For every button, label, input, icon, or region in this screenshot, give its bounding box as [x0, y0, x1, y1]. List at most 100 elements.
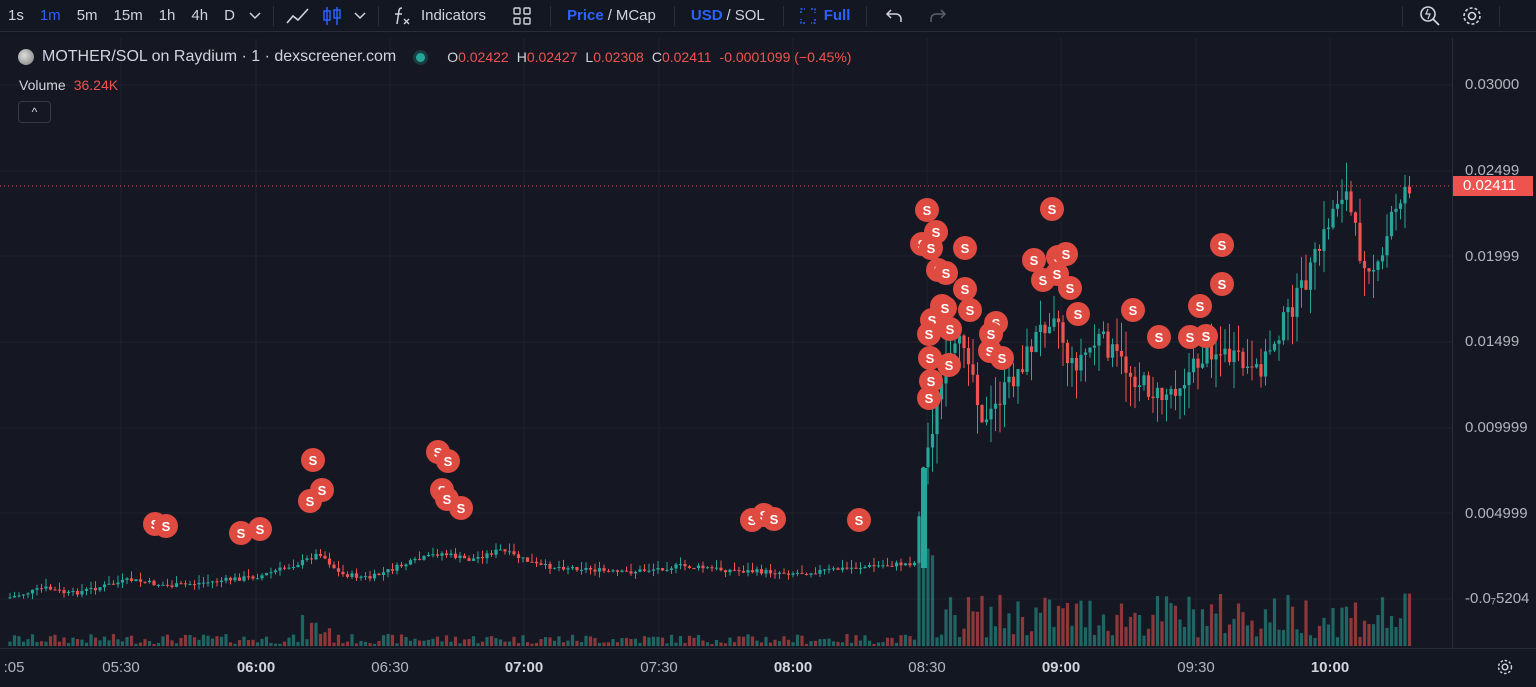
candle-body — [1133, 376, 1137, 388]
candle-body — [1169, 388, 1173, 395]
volume-bar — [728, 637, 732, 646]
candle-body — [1277, 340, 1281, 344]
chart-settings-button[interactable] — [1496, 658, 1514, 681]
layouts-button[interactable] — [506, 0, 538, 32]
price-mcap-toggle[interactable]: Price / MCap — [557, 0, 662, 32]
volume-bar — [872, 643, 876, 646]
full-button[interactable]: Full — [790, 0, 857, 32]
volume-bar — [134, 643, 138, 646]
symbol-title[interactable]: MOTHER/SOL on Raydium · 1 · dexscreener.… — [42, 48, 397, 65]
volume-bar — [930, 555, 935, 646]
candle-body — [246, 576, 251, 578]
candle-body — [674, 564, 678, 569]
trade-marker — [990, 346, 1014, 370]
candle-body — [971, 364, 975, 375]
trade-marker-label: S — [926, 351, 935, 366]
timeframe-d[interactable]: D — [224, 6, 235, 24]
price-option[interactable]: Price — [566, 7, 604, 24]
timeframe-1h[interactable]: 1h — [158, 6, 176, 24]
candle-body — [228, 577, 233, 581]
candle-body — [552, 567, 557, 569]
trade-marker — [938, 317, 962, 341]
candle-body — [867, 565, 872, 567]
settings-button[interactable] — [1451, 0, 1493, 32]
timeframe-1s[interactable]: 1s — [8, 6, 24, 24]
price-label: 0.02499 — [1465, 162, 1520, 179]
volume-bar — [1038, 612, 1043, 646]
price-axis[interactable]: 0.03000 0.02499 0.01999 0.01499 0.009999… — [1452, 38, 1536, 648]
undo-button[interactable] — [873, 0, 909, 32]
price-mcap-separator: / — [607, 7, 612, 24]
candle-body — [1295, 287, 1299, 317]
currency-toggle[interactable]: USD / SOL — [681, 0, 771, 32]
volume-bar — [1367, 624, 1371, 646]
line-chart-button[interactable] — [280, 0, 316, 32]
candle-body — [359, 576, 363, 578]
candle-body — [876, 565, 881, 567]
candle-body — [1052, 318, 1056, 327]
volume-bar — [282, 641, 287, 646]
volume-bar — [561, 642, 566, 646]
candle-body — [143, 581, 147, 583]
volume-bar — [1191, 609, 1196, 646]
divider — [272, 5, 274, 26]
trade-marker-label: S — [1196, 299, 1205, 314]
timeframe-dropdown[interactable] — [243, 0, 267, 32]
candle-body — [237, 577, 242, 581]
volume-bar — [854, 635, 858, 646]
candle-body — [30, 589, 35, 594]
volume-bar — [300, 615, 305, 646]
candle-body — [804, 573, 809, 575]
volume-bar — [1119, 603, 1124, 646]
candle-body — [255, 578, 260, 580]
trade-marker — [918, 346, 942, 370]
collapse-legend-button[interactable]: ^ — [18, 101, 51, 123]
candle-body — [1268, 350, 1272, 352]
usd-option[interactable]: USD — [690, 7, 723, 24]
volume-bar — [768, 642, 773, 646]
trade-marker-label: S — [1039, 273, 1048, 288]
time-axis[interactable]: :05 05:30 06:00 06:30 07:00 07:30 08:00 … — [0, 648, 1536, 687]
candle-body — [53, 589, 57, 591]
redo-button[interactable] — [909, 0, 953, 32]
sol-option[interactable]: SOL — [734, 7, 765, 24]
timeframe-15m[interactable]: 15m — [113, 6, 143, 24]
volume-bar — [894, 642, 899, 646]
volume-bar — [966, 597, 971, 646]
timeframe-5m[interactable]: 5m — [76, 6, 98, 24]
volume-bar — [611, 639, 615, 646]
candle-body — [242, 576, 246, 581]
candle-body — [1245, 366, 1250, 369]
timeframe-1m[interactable]: 1m — [39, 6, 61, 24]
volume-bar — [1223, 633, 1227, 646]
mcap-option[interactable]: MCap — [615, 7, 656, 24]
price-label: 0.01499 — [1465, 333, 1520, 350]
candles-button[interactable] — [316, 0, 348, 32]
candle-body — [584, 567, 588, 570]
volume-bar — [1142, 635, 1146, 646]
trade-marker — [1066, 302, 1090, 326]
market-status-icon — [416, 52, 426, 62]
volume-bar — [1097, 625, 1101, 646]
candle-body — [89, 587, 93, 589]
timeframe-4h[interactable]: 4h — [191, 6, 209, 24]
candle-body — [1367, 268, 1371, 272]
volume-bar — [350, 634, 354, 646]
candle-body — [912, 562, 917, 566]
candle-body — [597, 568, 602, 572]
candle-body — [1227, 348, 1232, 363]
volume-bar — [278, 643, 282, 646]
quick-search-button[interactable] — [1409, 0, 1451, 32]
settings-icon — [1497, 659, 1513, 675]
chart-type-dropdown[interactable] — [348, 0, 372, 32]
trade-marker-label: S — [443, 492, 452, 507]
candle-body — [1394, 208, 1398, 212]
indicators-button[interactable]: Indicators — [385, 0, 492, 32]
divider — [549, 5, 551, 26]
volume-bar — [242, 636, 246, 646]
volume-bar — [1227, 624, 1232, 646]
volume-bar — [876, 642, 881, 646]
trade-marker — [1188, 294, 1212, 318]
candle-body — [134, 579, 138, 582]
